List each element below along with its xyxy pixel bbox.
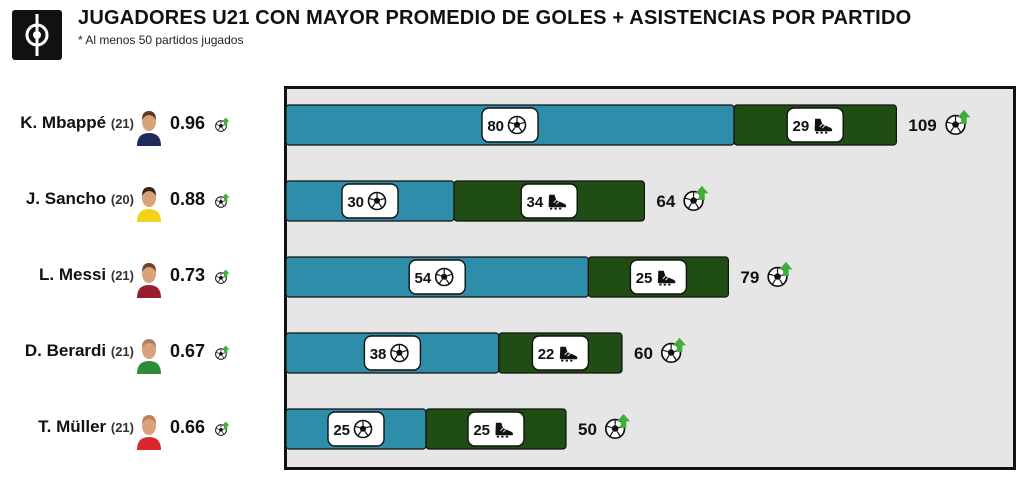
player-name-text: L. Messi [39,265,107,284]
bar-value-label: 54 [415,270,432,287]
bar-value-label: 34 [527,194,544,211]
player-row: J. Sancho (20) 0.88 [0,182,282,222]
player-name: K. Mbappé (21) [20,113,134,133]
player-age: (20) [110,192,134,207]
player-row: D. Berardi (21) 0.67 [0,334,282,374]
player-ratio: 0.66 [170,417,206,437]
football-arrow-up-icon [215,193,230,208]
player-ratio: 0.73 [170,265,206,285]
total-value-label: 109 [908,116,936,135]
player-row: T. Müller (21) 0.66 [0,410,282,450]
player-list: K. Mbappé (21) 0.96 J. Sancho (20) 0.88 L. M… [0,0,282,488]
player-avatar [137,415,161,450]
player-age: (21) [110,344,134,359]
football-arrow-up-icon [215,269,230,284]
total-value-label: 79 [740,268,759,287]
stacked-bar-chart: 80 29 109 30 34 64 54 25 79 38 22 60 25 25 50 [284,86,1016,470]
player-name: T. Müller (21) [38,417,134,437]
player-ratio: 0.88 [170,189,206,209]
player-name: J. Sancho (20) [26,189,134,209]
football-icon [367,191,387,211]
player-name: D. Berardi (21) [25,341,134,361]
total-value-label: 60 [634,344,653,363]
player-name-text: T. Müller [38,417,107,436]
bar-value-label: 30 [347,194,364,211]
player-name-text: K. Mbappé [20,113,107,132]
football-icon [353,419,373,439]
page-title: JUGADORES U21 CON MAYOR PROMEDIO DE GOLE… [78,7,912,29]
player-age: (21) [110,268,134,283]
bar-value-label: 25 [473,422,490,439]
page-subtitle: * Al menos 50 partidos jugados [78,33,244,47]
player-ratio: 0.67 [170,341,206,361]
player-name-text: J. Sancho [25,189,107,208]
football-arrow-up-icon [215,421,230,436]
bar-value-label: 38 [370,346,387,363]
bar-value-label: 80 [487,118,504,135]
player-age: (21) [110,116,134,131]
total-value-label: 64 [656,192,675,211]
brand-logo [12,10,62,60]
player-name-text: D. Berardi [24,341,107,360]
player-row: K. Mbappé (21) 0.96 [0,106,282,146]
football-icon [434,267,454,287]
bar-value-label: 22 [538,346,555,363]
player-avatar [137,187,161,222]
bar-value-label: 25 [333,422,350,439]
total-value-label: 50 [578,420,597,439]
player-avatar [137,111,161,146]
football-icon [390,343,409,363]
football-arrow-up-icon [215,117,230,132]
player-avatar [137,263,161,298]
football-icon [507,115,527,135]
player-avatar [137,339,161,374]
player-ratio: 0.96 [170,113,206,133]
player-age: (21) [110,420,134,435]
bar-value-label: 29 [793,118,810,135]
player-name: L. Messi (21) [39,265,134,285]
football-arrow-up-icon [215,345,230,360]
bar-value-label: 25 [636,270,653,287]
player-row: L. Messi (21) 0.73 [0,258,282,298]
